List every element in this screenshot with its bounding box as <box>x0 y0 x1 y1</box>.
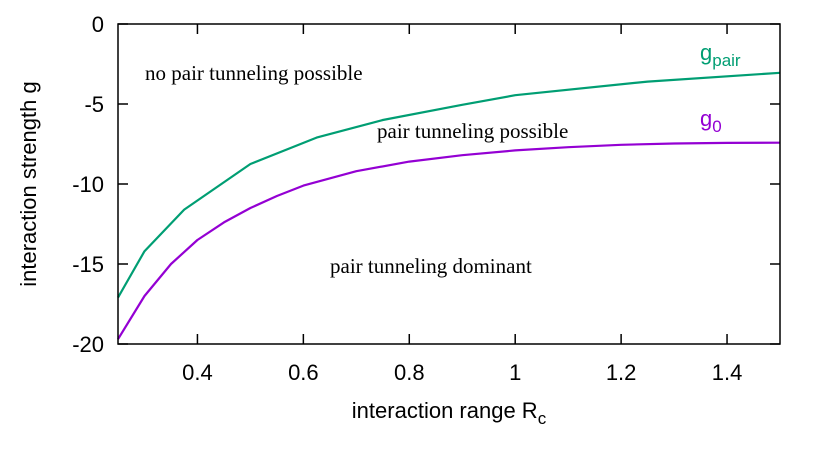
x-axis-label-main: interaction range R <box>352 398 538 423</box>
x-tick-label: 1.4 <box>712 360 743 385</box>
series-label-g-0-sub: 0 <box>712 117 721 136</box>
x-tick-label: 0.8 <box>394 360 425 385</box>
y-tick-label: 0 <box>92 12 104 37</box>
y-tick-label: -5 <box>84 92 104 117</box>
series-line-g-0 <box>117 141 781 340</box>
series-label-g-pair-sub: pair <box>712 51 741 70</box>
annotation-pair-tunneling-dominant: pair tunneling dominant <box>330 254 532 278</box>
x-axis-label-sub: c <box>538 409 547 428</box>
x-tick-label: 1.2 <box>606 360 637 385</box>
series-lines <box>117 71 781 340</box>
x-tick-label: 0.4 <box>182 360 213 385</box>
annotation-no-pair-tunneling: no pair tunneling possible <box>145 61 363 85</box>
x-axis: 0.4 0.6 0.8 1 1.2 1.4 <box>182 24 742 385</box>
annotation-pair-tunneling-possible: pair tunneling possible <box>377 119 568 143</box>
y-tick-label: -10 <box>72 172 104 197</box>
y-axis-label: interaction strength g <box>16 81 41 286</box>
series-label-g-pair-main: g <box>700 40 712 65</box>
x-tick-label: 1 <box>509 360 521 385</box>
series-label-g-0-main: g <box>700 106 712 131</box>
y-axis: 0 -5 -10 -15 -20 <box>72 12 780 357</box>
x-axis-label: interaction range Rc <box>352 398 547 428</box>
y-tick-label: -20 <box>72 332 104 357</box>
x-tick-label: 0.6 <box>288 360 319 385</box>
series-label-g-pair: gpair <box>700 40 741 70</box>
series-label-g-0: g0 <box>700 106 722 136</box>
series-line-g-pair <box>117 71 781 299</box>
y-tick-label: -15 <box>72 252 104 277</box>
